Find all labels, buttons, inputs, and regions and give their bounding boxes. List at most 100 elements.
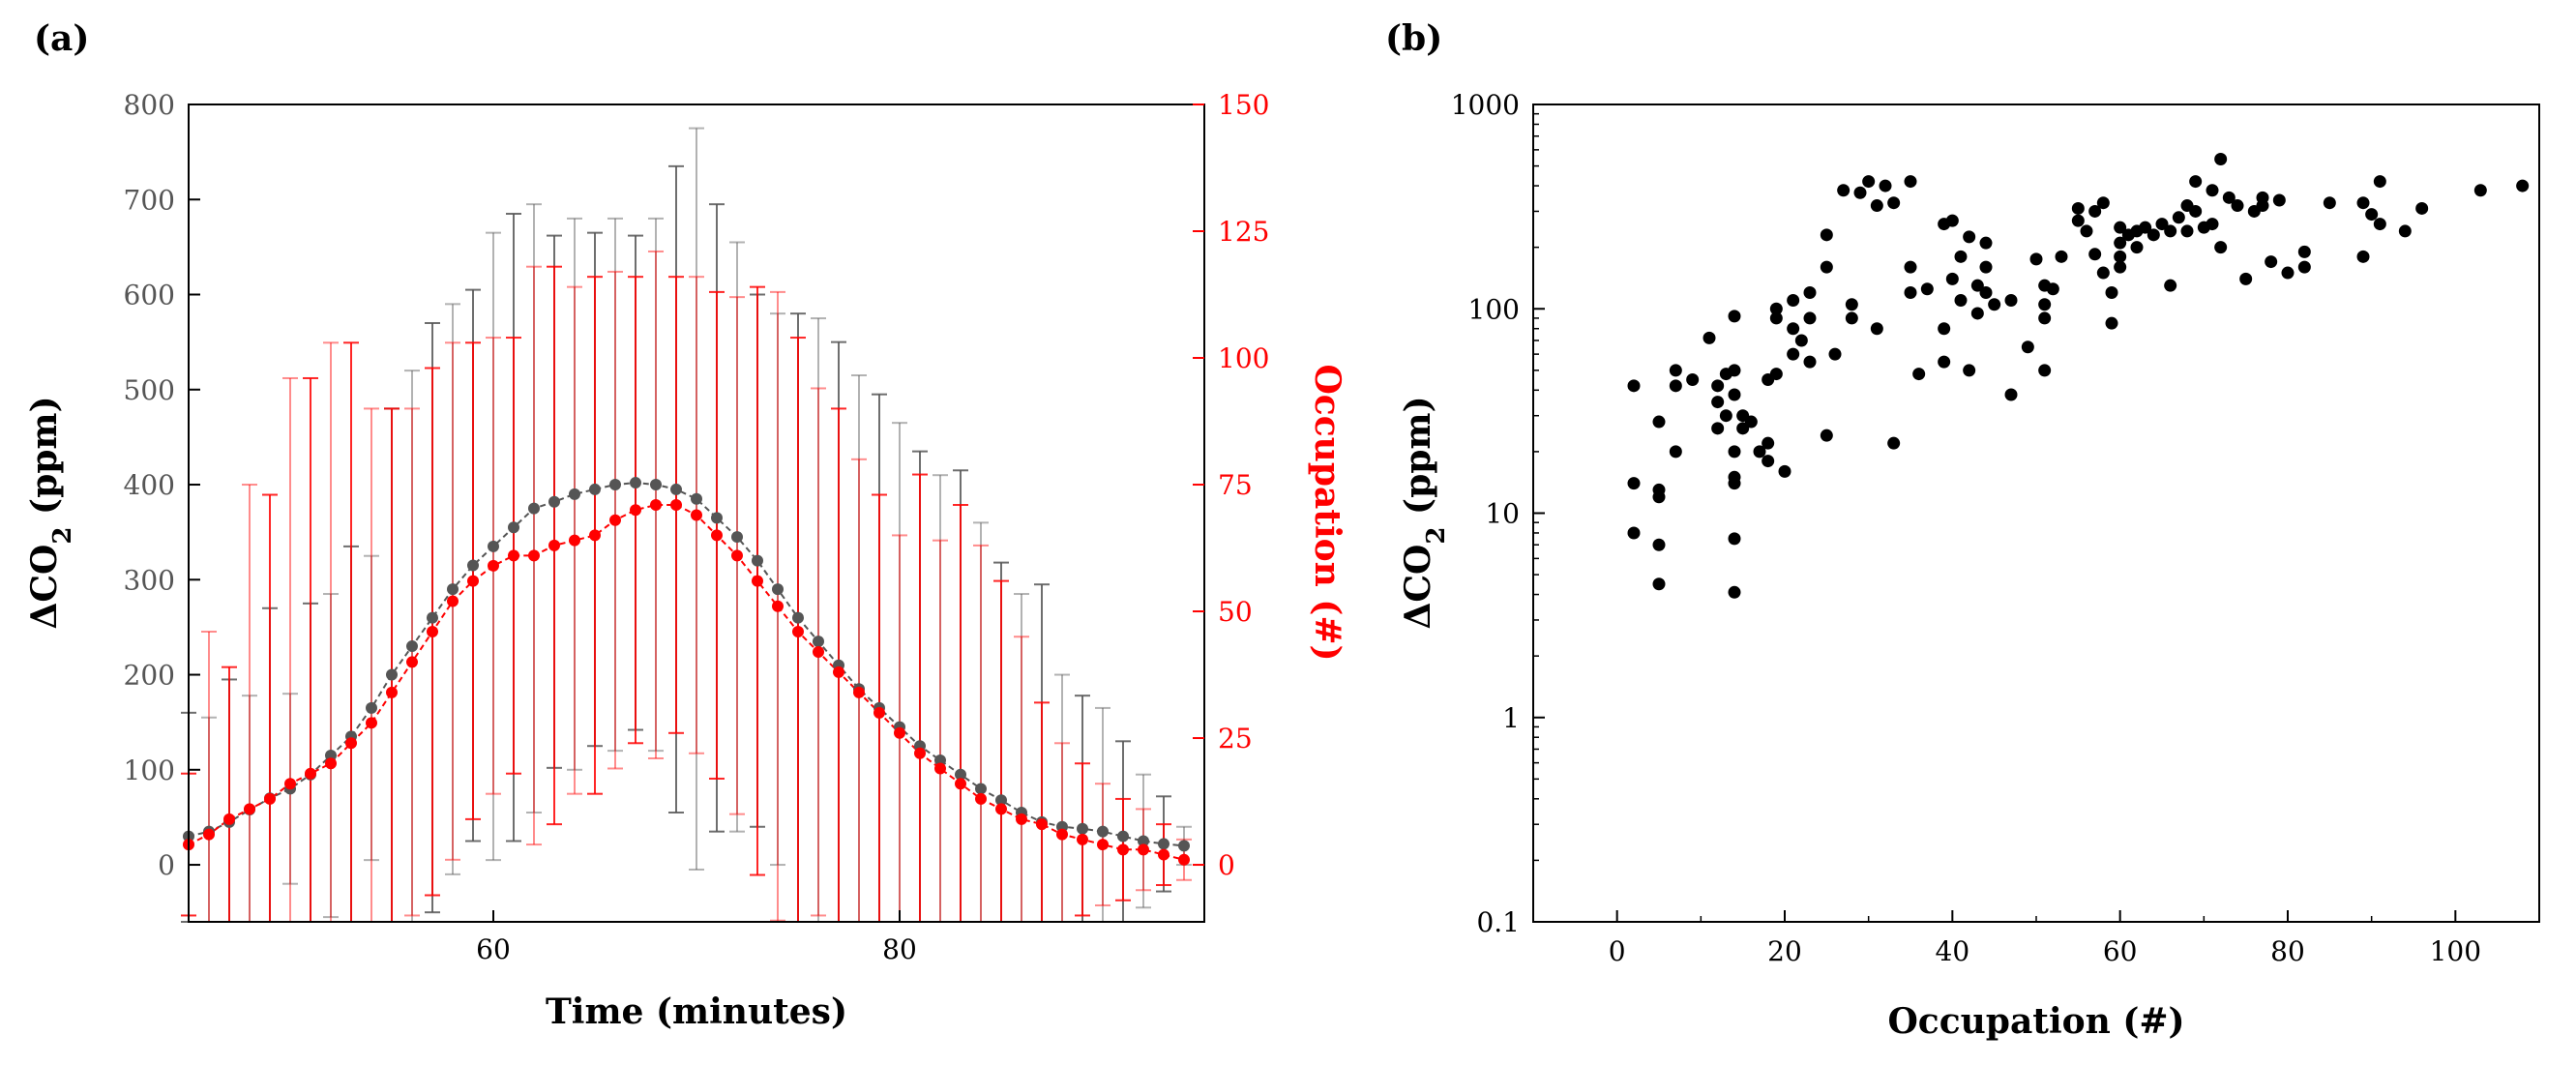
chart-b: 0.1 1 10 100 1000 0 20 40 60 80 100 Occupation (#… (1398, 89, 2540, 1042)
scatter-point (2004, 294, 2018, 308)
co2-point (528, 502, 540, 515)
occupation-point (833, 666, 844, 678)
scatter-point (2297, 245, 2311, 258)
scatter-point (2356, 196, 2370, 210)
co2-point (508, 521, 519, 534)
occupation-point (244, 803, 255, 815)
co2-point (1158, 838, 1170, 850)
scatter-point (1970, 307, 1984, 320)
y-tick-label: 200 (124, 660, 175, 692)
co2-point (488, 540, 499, 552)
occupation-point (873, 706, 885, 719)
scatter-point (2080, 224, 2093, 238)
scatter-point (1753, 445, 1766, 459)
occupation-point (345, 737, 357, 750)
occupation-point (731, 549, 743, 562)
scatter-point (1920, 282, 1934, 296)
x-tick-label: 60 (2103, 935, 2138, 967)
occupation-point (1117, 843, 1129, 856)
scatter-point (1711, 379, 1725, 393)
co2-point (569, 488, 580, 500)
scatter-point (2114, 221, 2127, 234)
scatter-point (2473, 184, 2487, 197)
scatter-point (1703, 331, 1716, 344)
occupation-point (528, 549, 540, 562)
scatter-point (2281, 266, 2295, 280)
y-tick-label: 1000 (1451, 89, 1520, 121)
scatter-point (1769, 368, 1783, 381)
occupation-point (386, 686, 398, 698)
y2-tick-label: 50 (1218, 596, 1253, 628)
y-tick-label: 800 (124, 89, 175, 121)
occupation-point (264, 792, 276, 805)
scatter-point (2373, 175, 2386, 189)
co2-point (731, 531, 743, 544)
co2-point (670, 483, 682, 495)
y-tick-label: 100 (124, 754, 175, 786)
co2-point (467, 559, 479, 572)
scatter-point (1820, 429, 1833, 442)
y2-tick-label: 75 (1218, 469, 1253, 501)
scatter-point (1904, 260, 1917, 274)
occupation-point (691, 509, 702, 521)
scatter-point (2071, 201, 2085, 215)
scatter-point (1769, 311, 1783, 325)
x-tick-label: 40 (1936, 935, 1970, 967)
scatter-point (1904, 175, 1917, 189)
occupation-point (934, 762, 946, 775)
scatter-point (2055, 250, 2068, 263)
scatter-point (2206, 218, 2219, 231)
scatter-point (2046, 282, 2059, 296)
scatter-point (1870, 199, 1883, 213)
scatter-point (1787, 347, 1800, 361)
co2-point (548, 495, 560, 508)
scatter-point (1979, 260, 1993, 274)
scatter-point (2038, 298, 2052, 311)
scatter-point (2356, 250, 2370, 263)
scatter-point (2231, 199, 2244, 213)
scatter-point (1845, 311, 1858, 325)
y-tick-label: 100 (1468, 293, 1520, 325)
co2-point (995, 794, 1007, 807)
occupation-point (894, 726, 905, 739)
occupation-point (406, 656, 418, 668)
y2-tick-label: 100 (1218, 342, 1269, 374)
y-tick-label: 600 (124, 280, 175, 311)
co2-point (711, 512, 723, 524)
scatter-point (1938, 322, 1951, 336)
scatter-point (2164, 224, 2177, 238)
scatter-point (1970, 279, 1984, 292)
y-axis-left: 0 100 200 300 400 500 600 700 800 (124, 89, 200, 881)
occupation-point (752, 575, 763, 587)
x-tick-label: 80 (2270, 935, 2305, 967)
x-tick-label: 0 (1609, 935, 1626, 967)
x-tick-label: 20 (1767, 935, 1802, 967)
panel-label-b: (b) (1385, 18, 1442, 59)
scatter-point (2214, 153, 2228, 166)
scatter-point (1820, 228, 1833, 242)
scatter-point (2114, 260, 2127, 274)
occupation-point (914, 747, 926, 759)
occupation-point (203, 828, 215, 841)
scatter-point (1719, 409, 1732, 423)
occupation-point (447, 595, 459, 607)
scatter-point (1711, 396, 1725, 409)
co2-point (772, 583, 784, 596)
y-axis-b: 0.1 1 10 100 1000 (1451, 89, 1545, 938)
scatter-point (2130, 241, 2144, 254)
y-axis-label-b: ΔCO2 (ppm) (1398, 396, 1451, 629)
scatter-point (2139, 221, 2152, 234)
scatter-point (1820, 260, 1833, 274)
scatter-point (1627, 526, 1641, 540)
scatter-point (1787, 322, 1800, 336)
scatter-point (1669, 364, 1682, 377)
scatter-point (1744, 415, 1758, 429)
occupation-point (955, 778, 966, 790)
y2-tick-label: 25 (1218, 723, 1253, 754)
scatter-point (1728, 388, 1741, 401)
y-tick-label: 300 (124, 564, 175, 596)
y-tick-label: 0.1 (1476, 906, 1520, 938)
occupation-point (427, 625, 438, 637)
co2-point (366, 701, 377, 714)
scatter-point (1979, 236, 1993, 250)
